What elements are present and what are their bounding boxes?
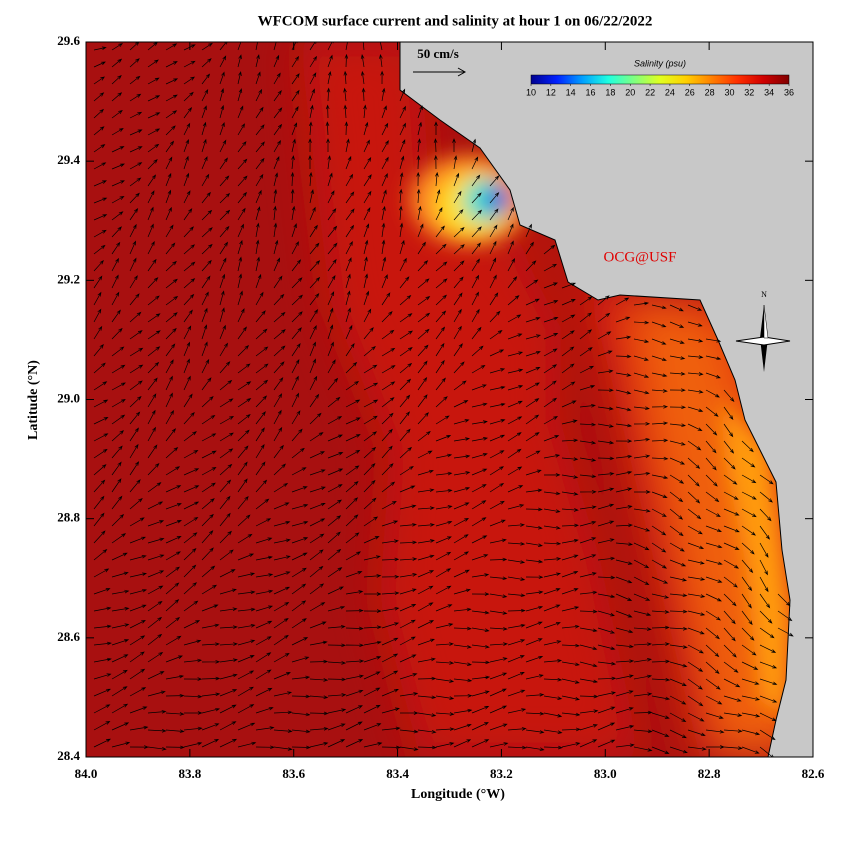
colorbar-tick-label: 12 bbox=[546, 87, 556, 97]
y-tick-label: 29.0 bbox=[57, 390, 80, 405]
colorbar-title: Salinity (psu) bbox=[634, 58, 686, 68]
salinity-field bbox=[86, 42, 813, 757]
colorbar-tick-label: 10 bbox=[526, 87, 536, 97]
colorbar-tick-label: 24 bbox=[665, 87, 675, 97]
scale-label: 50 cm/s bbox=[417, 46, 459, 61]
y-tick-label: 29.2 bbox=[57, 271, 80, 286]
colorbar-tick-label: 32 bbox=[744, 87, 754, 97]
y-tick-label: 28.8 bbox=[57, 510, 80, 525]
x-tick-label: 84.0 bbox=[75, 766, 98, 781]
vector-field bbox=[93, 42, 794, 757]
colorbar-tick-label: 34 bbox=[764, 87, 774, 97]
colorbar-tick-label: 28 bbox=[705, 87, 715, 97]
compass-label: N bbox=[761, 290, 767, 299]
y-axis-label: Latitude (°N) bbox=[26, 360, 41, 440]
x-tick-label: 83.8 bbox=[178, 766, 201, 781]
colorbar-tick-label: 22 bbox=[645, 87, 655, 97]
colorbar-tick-label: 16 bbox=[586, 87, 596, 97]
map-title: WFCOM surface current and salinity at ho… bbox=[258, 13, 653, 29]
y-tick-label: 28.6 bbox=[57, 629, 80, 644]
y-tick-label: 28.4 bbox=[57, 748, 80, 763]
colorbar: 10 12 14 16 18 20 22 24 26 28 30 32 34 36 bbox=[526, 74, 794, 97]
colorbar-tick-label: 30 bbox=[724, 87, 734, 97]
colorbar-scale bbox=[530, 74, 790, 85]
y-tick-label: 29.4 bbox=[57, 152, 80, 167]
compass: N bbox=[735, 290, 791, 372]
colorbar-tick-label: 26 bbox=[685, 87, 695, 97]
x-tick-label: 82.6 bbox=[802, 766, 825, 781]
colorbar-tick-label: 36 bbox=[784, 87, 794, 97]
colorbar-tick-label: 20 bbox=[625, 87, 635, 97]
scale-arrow bbox=[413, 67, 467, 77]
axes: 84.0 83.8 83.6 83.4 83.2 83.0 82.8 82.6 28.4 28.6… bbox=[57, 33, 825, 781]
x-tick-label: 83.0 bbox=[594, 766, 617, 781]
current-vectors bbox=[93, 42, 794, 757]
x-tick-label: 83.6 bbox=[282, 766, 305, 781]
x-axis-label: Longitude (°W) bbox=[411, 787, 505, 802]
credit: OCG@USF bbox=[603, 249, 676, 265]
colorbar-tick-label: 14 bbox=[566, 87, 576, 97]
y-tick-label: 29.6 bbox=[57, 33, 80, 48]
x-tick-label: 82.8 bbox=[698, 766, 721, 781]
colorbar-tick-label: 18 bbox=[605, 87, 615, 97]
x-tick-label: 83.4 bbox=[386, 766, 409, 781]
x-tick-label: 83.2 bbox=[490, 766, 513, 781]
